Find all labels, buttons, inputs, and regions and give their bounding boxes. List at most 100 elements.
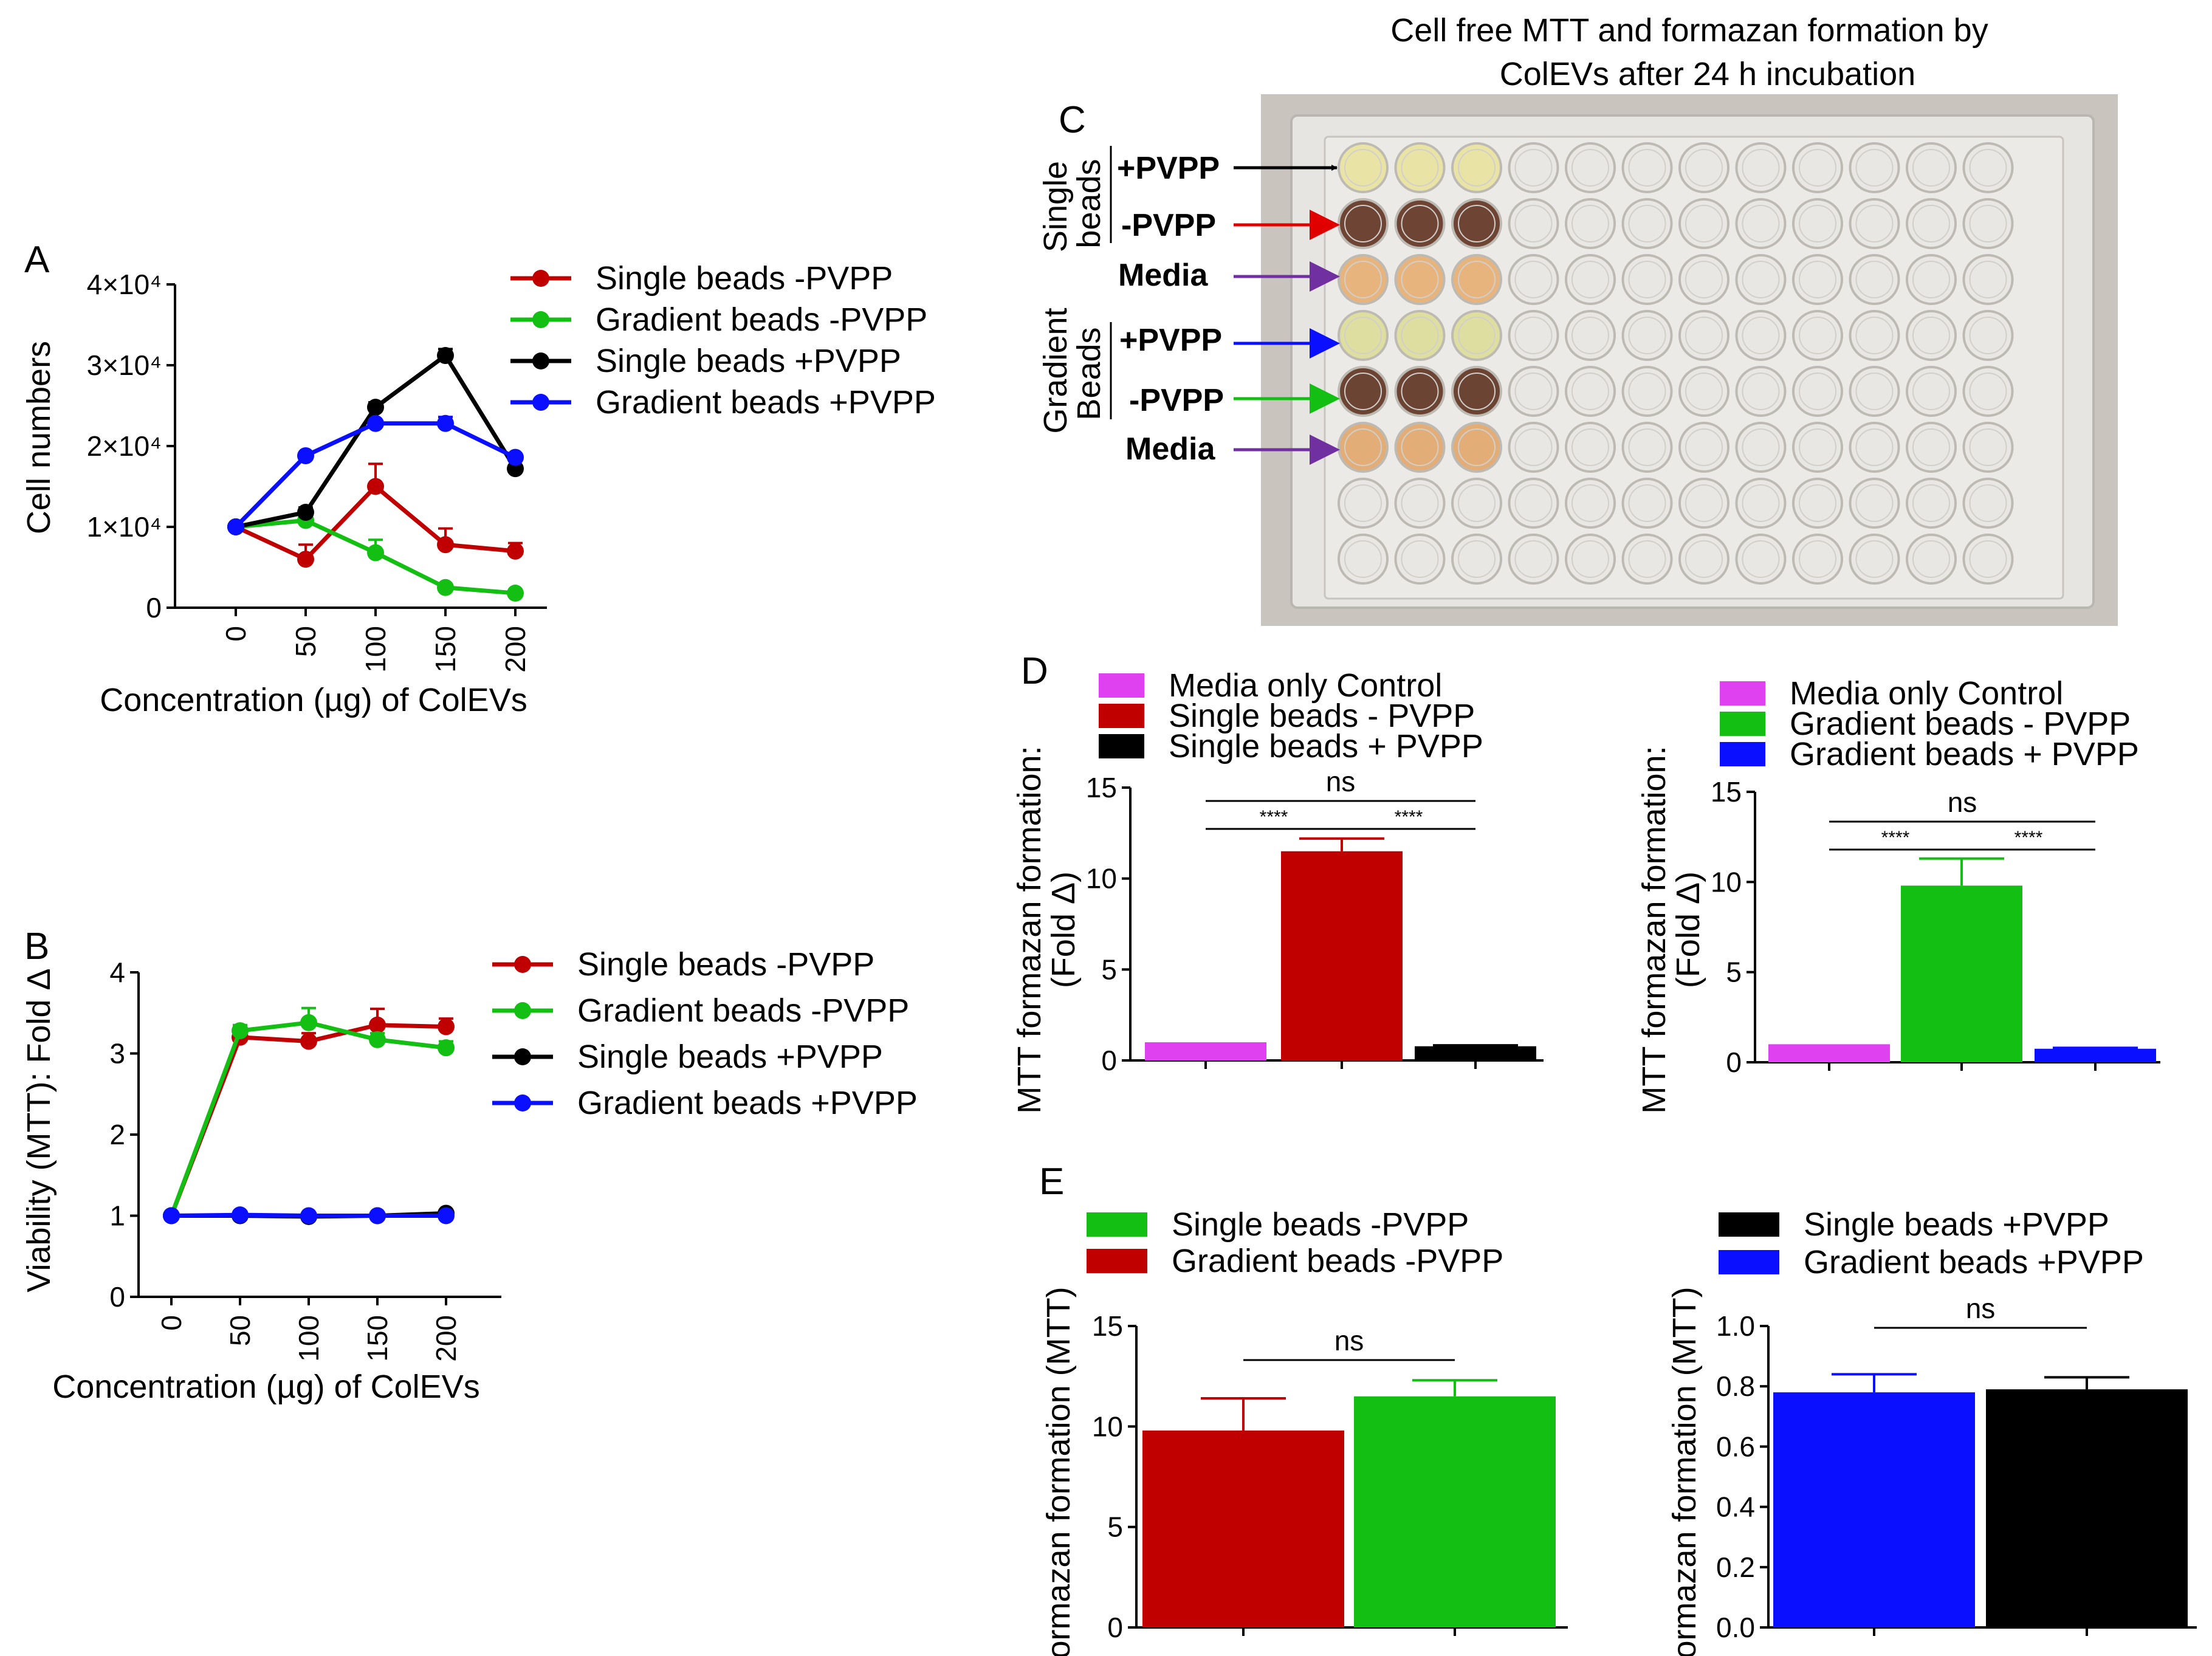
plate-well-rim — [1742, 373, 1780, 410]
plate-well — [1735, 310, 1787, 361]
legend-label: Single beads -PVPP — [596, 260, 893, 297]
plate-well-rim — [1912, 149, 1950, 187]
significance-label: **** — [1881, 828, 1910, 848]
plate-well-rim — [1855, 149, 1894, 187]
bar — [1142, 1430, 1344, 1627]
data-point — [369, 1031, 386, 1048]
legend-label: Gradient beads + PVPP — [1790, 736, 2139, 772]
plate-well — [1906, 422, 1957, 473]
plate-well — [1678, 478, 1729, 529]
significance-label: ns — [1966, 1293, 1996, 1324]
y-tick-label: 4 — [109, 957, 125, 988]
plate-well — [1792, 366, 1843, 417]
plate-well-rim — [1855, 317, 1894, 354]
plate-group-gradient-line2: Beads — [1071, 327, 1107, 420]
plate-well-rim — [1969, 317, 2007, 354]
plate-well — [1565, 534, 1616, 585]
bar — [1986, 1389, 2188, 1627]
plate-well — [1962, 534, 2014, 585]
figure-title-line2: ColEVs after 24 h incubation — [1500, 56, 1915, 92]
plate-well — [1394, 478, 1446, 529]
plate-well-rim — [1799, 149, 1836, 187]
plate-well — [1451, 310, 1502, 361]
y-tick-label: 0.6 — [1716, 1431, 1755, 1462]
plate-well-rim — [1742, 317, 1780, 354]
y-tick-label: 10 — [1092, 1410, 1123, 1442]
plate-well-rim — [1344, 428, 1382, 466]
plate-well-rim — [1799, 428, 1836, 466]
significance-label: ns — [1334, 1325, 1364, 1356]
plate-well-rim — [1969, 261, 2007, 298]
legend-swatch — [1099, 734, 1144, 758]
plate-well-rim — [1344, 540, 1382, 578]
legend-swatch — [1719, 1250, 1779, 1274]
data-point — [507, 448, 524, 466]
data-point — [437, 414, 454, 432]
plate-well — [1906, 366, 1957, 417]
plate-well-rim — [1685, 373, 1723, 410]
plate-well-rim — [1742, 428, 1780, 466]
data-point — [297, 504, 314, 521]
panel-label-b: B — [24, 926, 49, 967]
legend-marker — [514, 1002, 531, 1019]
plate-well — [1678, 366, 1729, 417]
bar — [1145, 1042, 1266, 1060]
chart-e1-ylabel: Formazan formation (MTT) — [1040, 1287, 1077, 1656]
plate-well-rim — [1458, 484, 1496, 522]
plate-well — [1394, 534, 1446, 585]
panel-label-d: D — [1021, 650, 1048, 692]
legend-label: Single beads +PVPP — [596, 343, 901, 379]
plate-well — [1338, 254, 1389, 305]
plate-well-rim — [1458, 149, 1496, 187]
legend-label: Gradient beads - PVPP — [1790, 706, 2131, 742]
x-tick-label: 0 — [156, 1315, 187, 1331]
plate-well-rim — [1969, 373, 2007, 410]
plate-well — [1508, 310, 1559, 361]
plate-well — [1621, 198, 1673, 249]
x-tick-label: 150 — [362, 1315, 393, 1362]
plate-well — [1849, 366, 1900, 417]
plate-well-rim — [1855, 540, 1894, 578]
plate-well-rim — [1628, 540, 1666, 578]
plate-well — [1338, 366, 1389, 417]
plate-well — [1338, 310, 1389, 361]
significance-label: **** — [2014, 828, 2043, 848]
plate-well — [1621, 534, 1673, 585]
plate-well — [1735, 534, 1787, 585]
plate-well — [1451, 254, 1502, 305]
plate-well — [1565, 422, 1616, 473]
plate-well — [1565, 310, 1616, 361]
y-tick-label: 0 — [109, 1281, 125, 1313]
plate-well-rim — [1912, 428, 1950, 466]
plate-well-rim — [1344, 484, 1382, 522]
plate-well — [1451, 422, 1502, 473]
plate-well — [1451, 534, 1502, 585]
plate-well — [1338, 142, 1389, 193]
plate-row-label-6: Media — [1125, 431, 1215, 467]
plate-well — [1906, 478, 1957, 529]
plate-well — [1792, 534, 1843, 585]
y-tick-label: 0.2 — [1716, 1551, 1755, 1583]
y-tick-label: 4×10⁴ — [87, 269, 162, 300]
legend-label: Gradient beads +PVPP — [1804, 1244, 2144, 1280]
plate-well-rim — [1571, 373, 1609, 410]
chart-d1-ylabel-line1: MTT formazan formation: — [1011, 746, 1048, 1113]
plate-well-rim — [1799, 540, 1836, 578]
plate-well-rim — [1685, 261, 1723, 298]
plate-well-rim — [1458, 428, 1496, 466]
legend-label: Gradient beads -PVPP — [596, 301, 927, 338]
plate-wells — [1338, 142, 2014, 585]
plate-well — [1849, 478, 1900, 529]
plate-photo: Single beads Gradient Beads +PVPP -PVPP … — [1037, 94, 2118, 626]
plate-well — [1394, 142, 1446, 193]
plate-well-rim — [1514, 317, 1553, 354]
plate-well — [1962, 254, 2014, 305]
y-tick-label: 3 — [109, 1038, 125, 1070]
plate-well — [1621, 478, 1673, 529]
plate-well-rim — [1685, 484, 1723, 522]
plate-well-rim — [1685, 205, 1723, 242]
legend-swatch — [1720, 681, 1765, 706]
plate-well — [1394, 310, 1446, 361]
x-tick-label: 100 — [293, 1315, 325, 1362]
legend-swatch — [1099, 673, 1144, 698]
